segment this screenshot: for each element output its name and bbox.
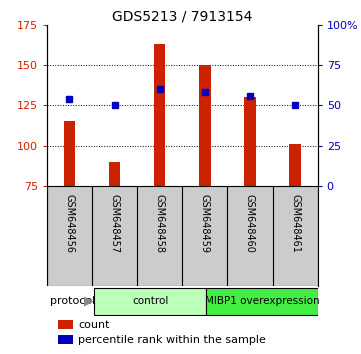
Bar — [58, 335, 73, 344]
Text: GSM648460: GSM648460 — [245, 194, 255, 253]
Bar — [154, 44, 165, 186]
Bar — [109, 162, 120, 186]
Text: MIBP1 overexpression: MIBP1 overexpression — [205, 296, 319, 306]
FancyBboxPatch shape — [206, 287, 318, 315]
Bar — [290, 144, 301, 186]
FancyBboxPatch shape — [94, 287, 206, 315]
Bar — [58, 320, 73, 329]
Text: GSM648458: GSM648458 — [155, 194, 165, 253]
Bar — [64, 121, 75, 186]
Bar — [199, 65, 210, 186]
Text: GSM648457: GSM648457 — [110, 194, 119, 253]
Text: control: control — [132, 296, 168, 306]
Title: GDS5213 / 7913154: GDS5213 / 7913154 — [112, 10, 252, 24]
Text: percentile rank within the sample: percentile rank within the sample — [78, 335, 266, 345]
Bar — [244, 97, 256, 186]
Text: protocol: protocol — [50, 296, 95, 306]
Text: ▶: ▶ — [83, 295, 93, 308]
Text: count: count — [78, 320, 110, 330]
Text: GSM648459: GSM648459 — [200, 194, 210, 253]
Text: GSM648461: GSM648461 — [290, 194, 300, 253]
Text: GSM648456: GSM648456 — [65, 194, 74, 253]
